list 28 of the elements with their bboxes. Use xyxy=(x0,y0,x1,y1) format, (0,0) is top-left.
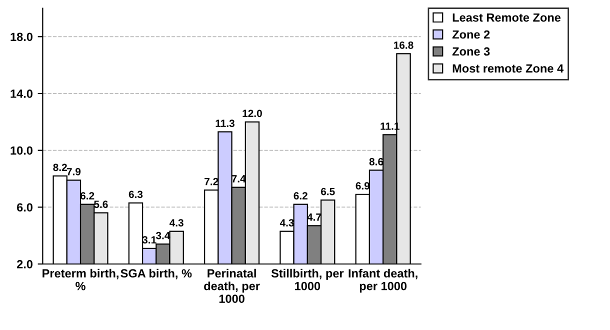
data-label: 8.2 xyxy=(53,164,67,172)
legend-label: Zone 2 xyxy=(452,30,490,39)
data-label: 16.8 xyxy=(394,42,414,49)
y-tick-label: 10.0 xyxy=(10,146,32,155)
y-tick-label: 14.0 xyxy=(10,90,32,98)
y-tick-label: 2.0 xyxy=(16,260,32,268)
x-tick-label: Perinatal death, per 1000 xyxy=(204,268,260,303)
data-label: 6.2 xyxy=(294,192,308,200)
x-tick-label: SGA birth, % xyxy=(120,268,192,280)
legend-label: Zone 3 xyxy=(452,47,490,56)
data-label: 12.0 xyxy=(242,110,262,118)
y-tick-label: 6.0 xyxy=(17,203,32,212)
data-label: 6.3 xyxy=(128,190,143,198)
data-label: 5.6 xyxy=(94,200,108,208)
data-label: 4.3 xyxy=(170,219,184,226)
legend-label: Most remote Zone 4 xyxy=(452,64,564,73)
data-label: 3.1 xyxy=(142,236,156,244)
y-tick-label: 18.0 xyxy=(10,32,32,42)
legend-label: Least Remote Zone xyxy=(452,13,561,22)
data-label: 7.9 xyxy=(66,168,81,176)
data-label: 11.3 xyxy=(216,120,234,128)
data-label: 6.5 xyxy=(321,188,335,196)
data-label: 6.2 xyxy=(80,192,94,200)
x-tick-label: Preterm birth, % xyxy=(42,268,118,290)
x-tick-label: Stillbirth, per 1000 xyxy=(271,268,344,290)
x-tick-label: Infant death, per 1000 xyxy=(348,268,418,293)
data-label: 6.9 xyxy=(356,182,370,190)
data-label: 4.3 xyxy=(280,219,294,226)
